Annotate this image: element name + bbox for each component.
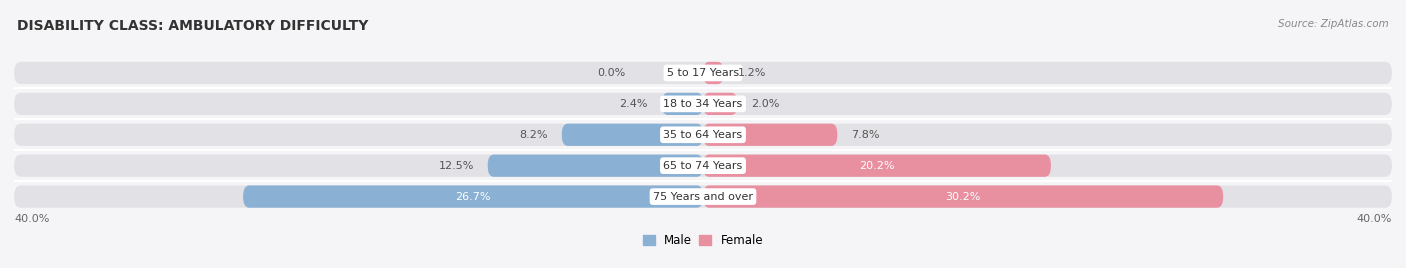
FancyBboxPatch shape (703, 185, 1223, 208)
Text: 7.8%: 7.8% (851, 130, 880, 140)
Text: 40.0%: 40.0% (14, 214, 49, 224)
Text: 1.2%: 1.2% (738, 68, 766, 78)
FancyBboxPatch shape (703, 62, 724, 84)
FancyBboxPatch shape (243, 185, 703, 208)
Text: 20.2%: 20.2% (859, 161, 894, 171)
FancyBboxPatch shape (14, 155, 1392, 177)
FancyBboxPatch shape (703, 93, 738, 115)
FancyBboxPatch shape (488, 155, 703, 177)
Text: 5 to 17 Years: 5 to 17 Years (666, 68, 740, 78)
FancyBboxPatch shape (14, 185, 1392, 208)
Legend: Male, Female: Male, Female (638, 229, 768, 252)
Text: 30.2%: 30.2% (945, 192, 981, 202)
FancyBboxPatch shape (662, 93, 703, 115)
Text: 18 to 34 Years: 18 to 34 Years (664, 99, 742, 109)
Text: 75 Years and over: 75 Years and over (652, 192, 754, 202)
FancyBboxPatch shape (703, 124, 838, 146)
FancyBboxPatch shape (562, 124, 703, 146)
Text: 2.4%: 2.4% (620, 99, 648, 109)
Text: 0.0%: 0.0% (598, 68, 626, 78)
Text: 12.5%: 12.5% (439, 161, 474, 171)
Text: Source: ZipAtlas.com: Source: ZipAtlas.com (1278, 19, 1389, 29)
Text: 40.0%: 40.0% (1357, 214, 1392, 224)
FancyBboxPatch shape (703, 155, 1050, 177)
Text: 2.0%: 2.0% (751, 99, 779, 109)
Text: 65 to 74 Years: 65 to 74 Years (664, 161, 742, 171)
FancyBboxPatch shape (14, 124, 1392, 146)
FancyBboxPatch shape (14, 62, 1392, 84)
Text: 26.7%: 26.7% (456, 192, 491, 202)
Text: DISABILITY CLASS: AMBULATORY DIFFICULTY: DISABILITY CLASS: AMBULATORY DIFFICULTY (17, 19, 368, 33)
Text: 8.2%: 8.2% (519, 130, 548, 140)
Text: 35 to 64 Years: 35 to 64 Years (664, 130, 742, 140)
FancyBboxPatch shape (14, 93, 1392, 115)
